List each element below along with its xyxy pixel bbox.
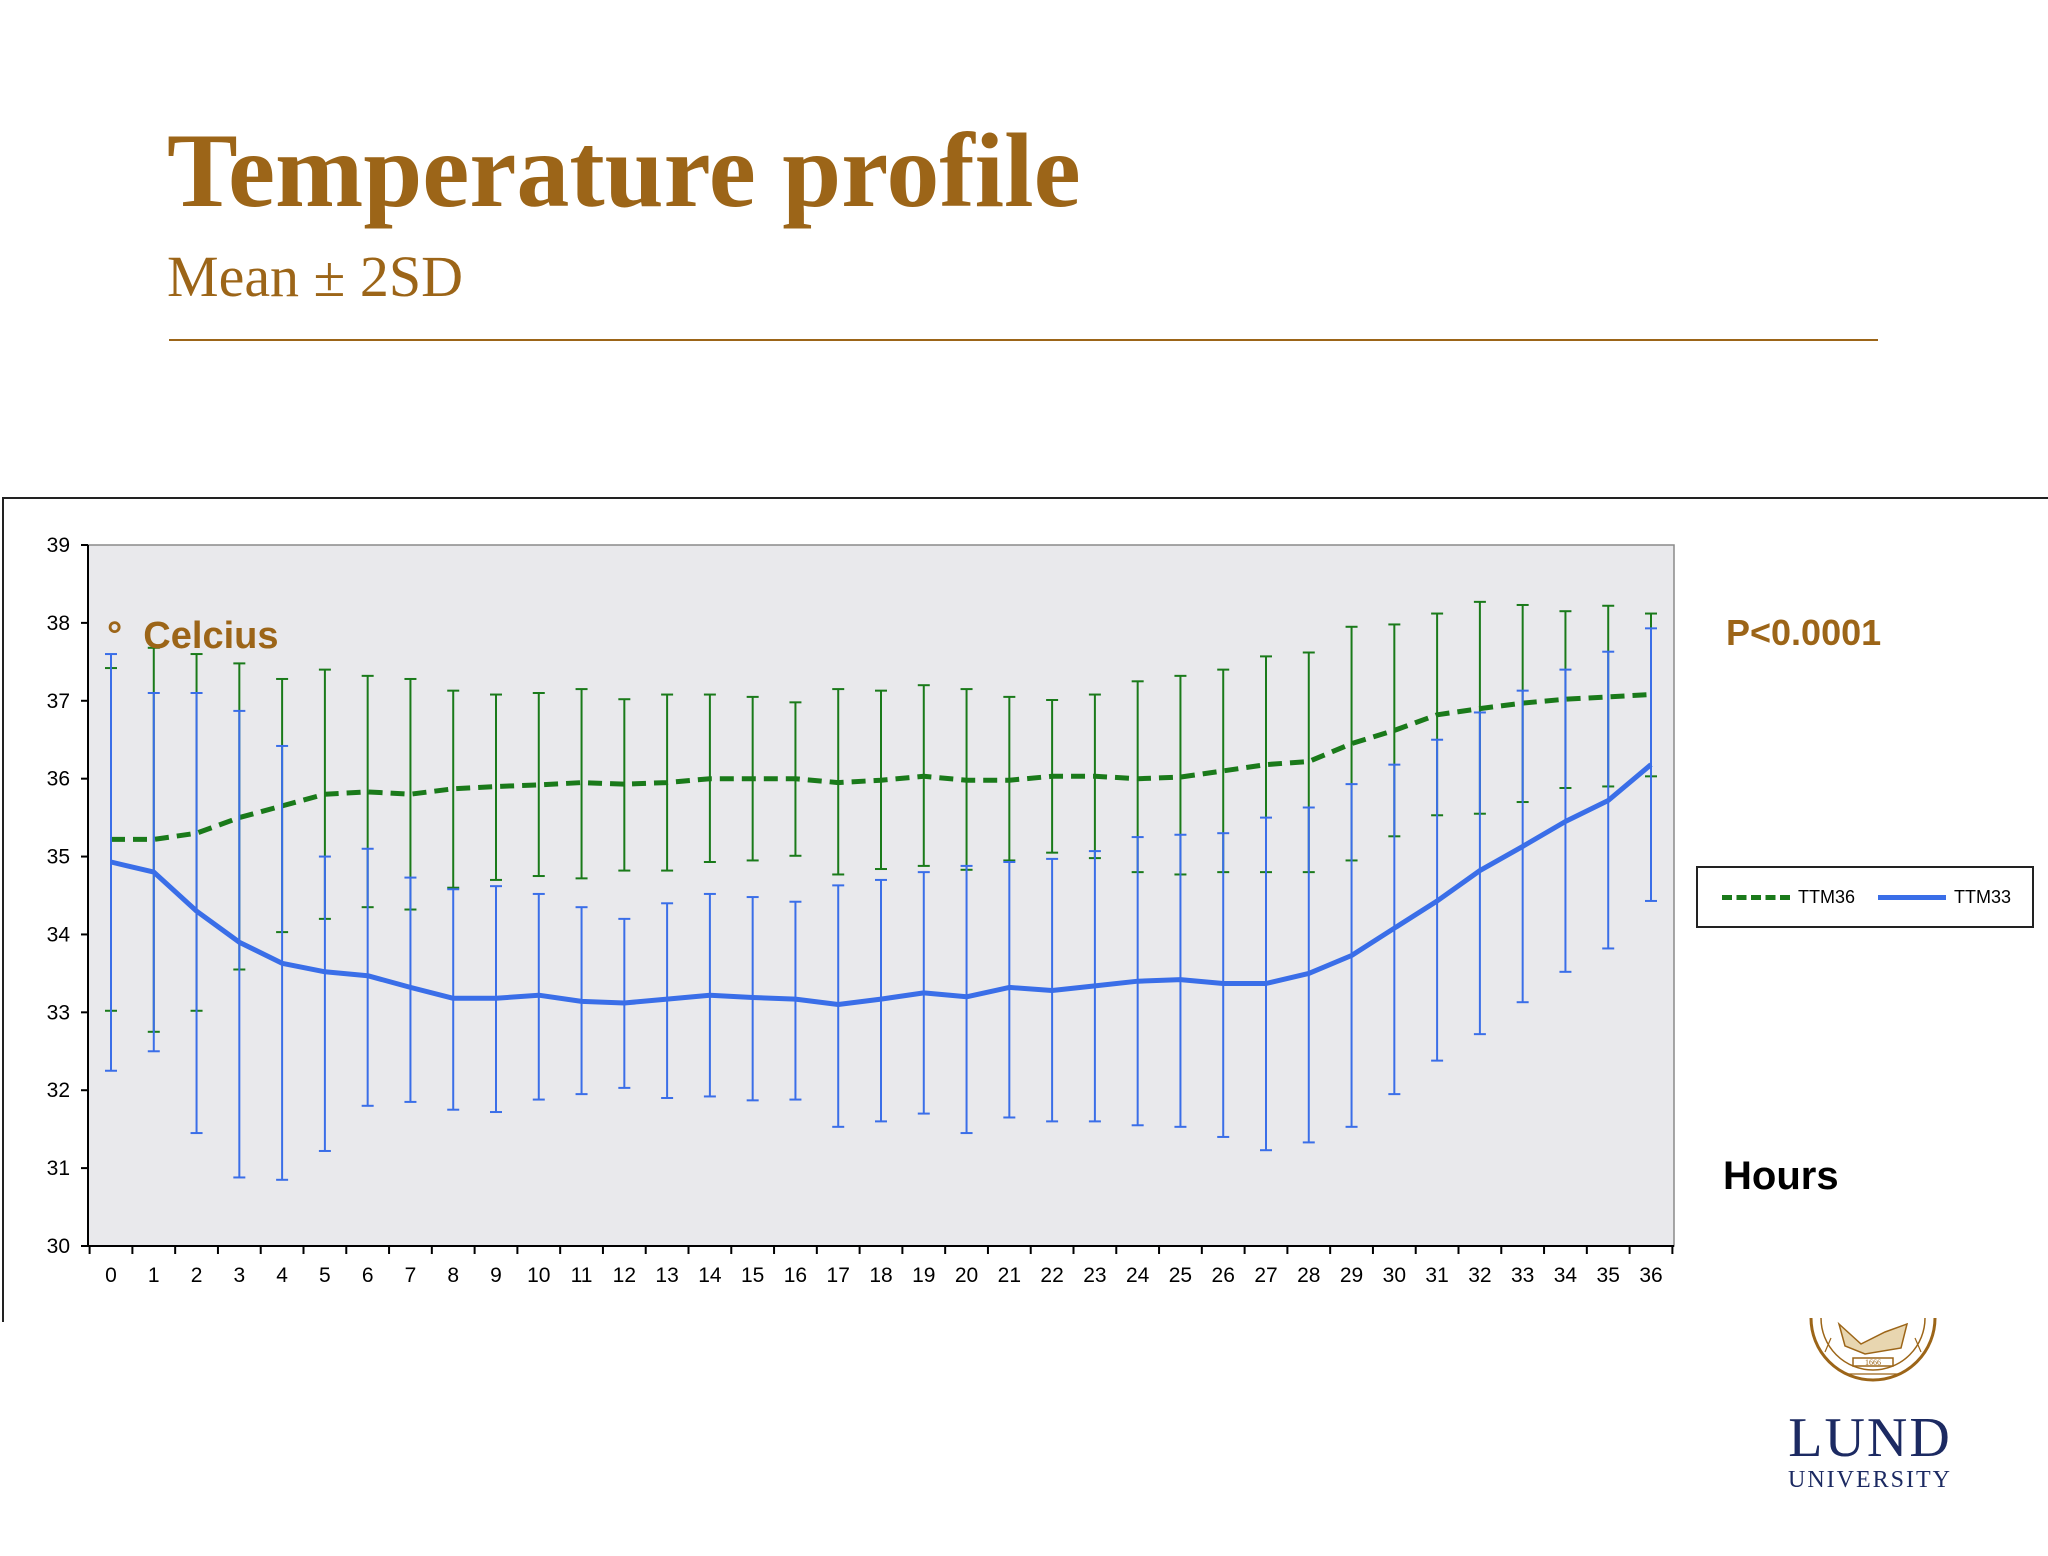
series-layer: [105, 600, 1657, 1181]
lund-university-logo: 1666 LUND UNIVERSITY: [1785, 1318, 1955, 1498]
x-tick-label: 1: [148, 1264, 160, 1287]
legend-label-ttm33: TTM33: [1954, 886, 2012, 907]
x-tick-label: 25: [1169, 1264, 1192, 1287]
x-tick-label: 14: [698, 1264, 722, 1287]
title-divider: [169, 339, 1878, 341]
x-tick-label: 35: [1597, 1264, 1620, 1287]
y-tick-label: 34: [47, 923, 71, 946]
x-tick-label: 33: [1511, 1264, 1534, 1287]
x-tick-label: 36: [1639, 1264, 1662, 1287]
p-value-label: P<0.0001: [1726, 612, 1882, 653]
slide-title: Temperature profile: [167, 112, 1081, 229]
x-tick-label: 20: [955, 1264, 978, 1287]
y-axis: 30 31 32 33 34 35 36 37 38 39: [47, 534, 89, 1258]
x-tick-label: 31: [1425, 1264, 1448, 1287]
x-tick-label: 2: [191, 1264, 203, 1287]
logo-sub: UNIVERSITY: [1788, 1467, 1952, 1493]
x-tick-label: 3: [233, 1264, 245, 1287]
chart-legend: TTM36 TTM33: [1696, 866, 2034, 928]
legend-item-ttm33: TTM33: [1878, 868, 2011, 926]
chart-frame: [2, 497, 2048, 1322]
x-tick-label: 6: [362, 1264, 374, 1287]
x-tick-label: 19: [912, 1264, 935, 1287]
x-tick-label: 18: [869, 1264, 892, 1287]
legend-item-ttm36: TTM36: [1722, 868, 1855, 926]
x-tick-label: 22: [1040, 1264, 1063, 1287]
x-tick-label: 0: [105, 1264, 117, 1287]
x-tick-label: 5: [319, 1264, 331, 1287]
slide-subtitle: Mean ± 2SD: [167, 244, 464, 309]
x-tick-label: 23: [1083, 1264, 1106, 1287]
x-tick-label: 21: [998, 1264, 1021, 1287]
unit-label: ° Celcius: [107, 615, 278, 657]
x-tick-label: 10: [527, 1264, 550, 1287]
x-tick-label: 26: [1212, 1264, 1235, 1287]
ttm33-mean-points: [110, 764, 1652, 1005]
y-tick-label: 36: [47, 768, 70, 791]
hours-label: Hours: [1723, 1154, 1839, 1198]
legend-swatch-ttm33: [1878, 894, 1946, 900]
y-tick-label: 32: [47, 1079, 70, 1102]
logo-name: LUND: [1788, 1407, 1952, 1469]
x-tick-label: 12: [613, 1264, 636, 1287]
logo-wordmark: LUND UNIVERSITY: [1785, 1410, 1955, 1492]
x-tick-label: 4: [276, 1264, 288, 1287]
x-tick-label: 29: [1340, 1264, 1363, 1287]
x-tick-label: 24: [1126, 1264, 1150, 1287]
seal-year: 1666: [1865, 1358, 1881, 1367]
y-tick-label: 33: [47, 1001, 70, 1024]
x-tick-label: 11: [571, 1264, 593, 1287]
x-tick-label: 15: [741, 1264, 764, 1287]
x-tick-label: 16: [784, 1264, 807, 1287]
x-tick-label: 32: [1468, 1264, 1491, 1287]
y-tick-label: 39: [47, 534, 70, 557]
x-axis: 0 1 2 3 4 5 6 7 8 9 10 11 12 13 14 15 16 17 18 19 20 21 22 23 24…: [88, 1245, 1674, 1287]
x-tick-label: 28: [1297, 1264, 1320, 1287]
legend-swatch-ttm36: [1722, 894, 1790, 900]
x-tick-label: 13: [655, 1264, 678, 1287]
x-tick-label: 8: [447, 1264, 459, 1287]
y-tick-label: 31: [47, 1157, 70, 1180]
y-tick-label: 30: [47, 1235, 70, 1258]
x-tick-label: 34: [1554, 1264, 1578, 1287]
x-tick-label: 7: [405, 1264, 417, 1287]
x-tick-label: 9: [490, 1264, 502, 1287]
x-tick-label: 27: [1254, 1264, 1277, 1287]
y-tick-label: 38: [47, 612, 70, 635]
legend-label-ttm36: TTM36: [1798, 886, 1856, 907]
y-tick-label: 35: [47, 846, 70, 869]
university-seal-icon: 1666: [1809, 1318, 1937, 1382]
y-tick-label: 37: [47, 690, 70, 713]
x-tick-label: 17: [827, 1264, 850, 1287]
x-tick-label: 30: [1383, 1264, 1406, 1287]
